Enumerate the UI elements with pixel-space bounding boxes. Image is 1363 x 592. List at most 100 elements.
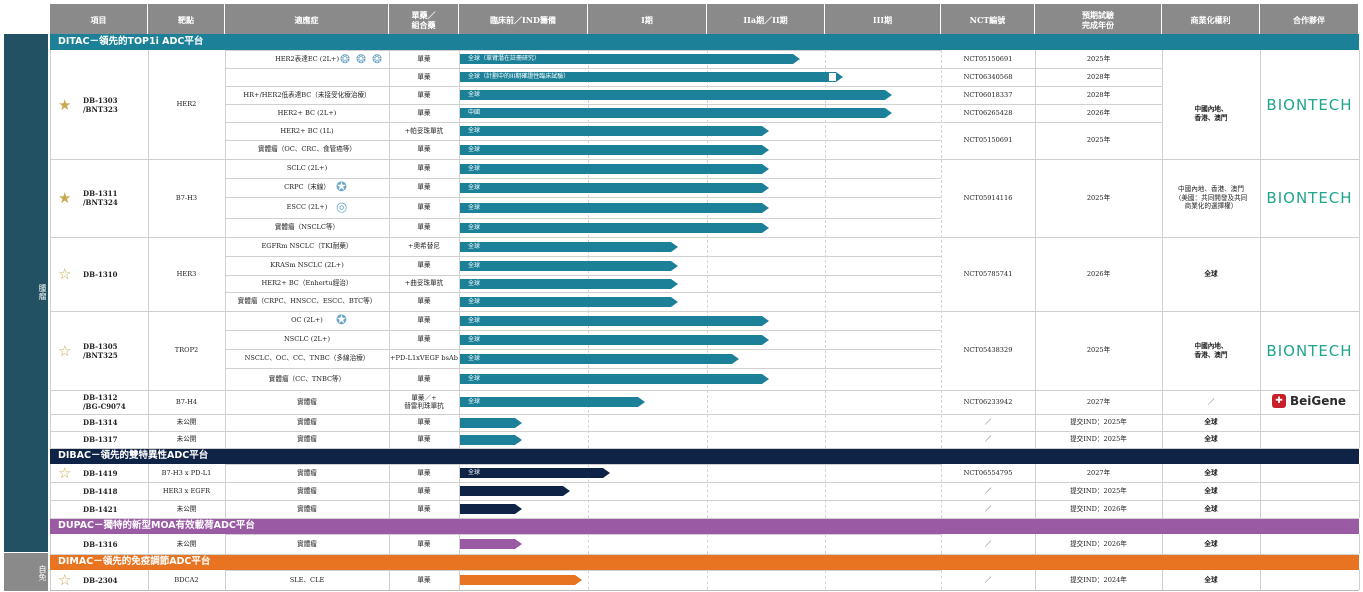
modality-label: 單藥 xyxy=(417,468,431,477)
commercial-rights: 全球 xyxy=(1204,435,1218,444)
column-divider xyxy=(225,464,226,518)
indication-label: 實體瘤（CRPC、HNSCC、ESCC、BTC等） xyxy=(237,297,377,306)
row-divider xyxy=(225,237,941,238)
column-divider xyxy=(1162,570,1163,590)
nct-number: NCT05914116 xyxy=(963,193,1013,202)
bar-arrow-tip xyxy=(563,486,570,496)
column-divider xyxy=(707,50,708,448)
modality-label: +奧希替尼 xyxy=(408,242,440,251)
column-divider xyxy=(1035,50,1036,448)
modality-label: 單藥 xyxy=(417,183,431,192)
row-divider xyxy=(225,50,941,51)
indication-label: CRPC（末線） xyxy=(284,183,330,192)
column-header: 適應症 xyxy=(225,4,389,35)
modality-label: 單藥 xyxy=(417,374,431,383)
modality-label: +PD-L1xVEGF bsAb xyxy=(390,354,458,363)
progress-bar: 全球 xyxy=(460,260,671,271)
bar-arrow-tip xyxy=(671,260,678,271)
platform-band: DIMAC－領先的免疫調節ADC平台 xyxy=(50,554,1359,570)
indication-label: HER2+ BC (2L+) xyxy=(277,108,337,117)
nct-divider xyxy=(941,104,1162,105)
modality-label: 單藥 xyxy=(417,203,431,212)
bar-arrow-tip xyxy=(762,144,769,155)
target-label: HER3 x EGFR xyxy=(162,486,211,495)
column-divider xyxy=(148,570,149,590)
target-label: TROP2 xyxy=(174,346,199,355)
nct-number: NCT05150691 xyxy=(963,136,1013,145)
modality-label: 單藥 xyxy=(417,435,431,444)
nct-divider xyxy=(941,482,1162,483)
program-divider xyxy=(50,482,225,483)
program-divider xyxy=(50,390,225,391)
nct-number: ／ xyxy=(984,504,992,513)
modality-label: 單藥 xyxy=(417,108,431,117)
column-divider xyxy=(707,534,708,554)
nct-divider xyxy=(941,237,1162,238)
modality-label: +帕妥珠單抗 xyxy=(404,126,444,135)
column-divider xyxy=(588,464,589,518)
program-divider xyxy=(50,431,225,432)
completion-year: 提交IND：2024年 xyxy=(1070,575,1127,584)
progress-bar: 全球 xyxy=(460,278,671,289)
commercial-rights: 全球 xyxy=(1204,504,1218,513)
column-divider xyxy=(1260,464,1261,518)
row-divider xyxy=(225,368,941,369)
medal-icon: ❂ xyxy=(356,51,367,66)
column-divider xyxy=(1359,50,1360,448)
indication-label: 實體瘤 xyxy=(297,418,317,427)
completion-year: 提交IND：2025年 xyxy=(1070,418,1127,427)
indication-label: 實體瘤（OC、CRC、食管癌等） xyxy=(257,145,357,154)
bar-arrow-tip xyxy=(762,315,769,326)
program-divider xyxy=(50,518,225,519)
drug-name: DB-1303 /BNT323 xyxy=(83,95,118,114)
bar-arrow-tip xyxy=(671,278,678,289)
progress-bar xyxy=(460,434,515,445)
column-header: 項目 xyxy=(50,4,148,35)
commercial-rights: 全球 xyxy=(1204,539,1218,548)
platform-band: DUPAC－獨特的新型MOA有效載荷ADC平台 xyxy=(50,518,1359,534)
row-divider xyxy=(225,159,941,160)
row-divider xyxy=(225,86,941,87)
column-divider xyxy=(148,50,149,448)
progress-bar: 全球 xyxy=(460,374,762,384)
commercial-rights: 中國內地、香港、澳門 （美國：共同開發及共同 商業化的選擇權） xyxy=(1174,185,1248,211)
row-divider xyxy=(225,178,941,179)
completion-year: 2027年 xyxy=(1086,397,1111,406)
nct-divider xyxy=(941,390,1162,391)
commercial-rights: 全球 xyxy=(1204,418,1218,427)
nct-divider xyxy=(941,159,1162,160)
bar-arrow-tip xyxy=(515,434,522,445)
row-divider xyxy=(225,534,941,535)
star-outline-icon: ☆ xyxy=(58,265,72,283)
indication-label: NSCLC (2L+) xyxy=(283,335,331,344)
target-label: HER2 xyxy=(176,100,197,109)
modality-label: 單藥 xyxy=(417,145,431,154)
row-divider xyxy=(225,482,941,483)
progress-bar: 全球（單臂潛在註冊研究） xyxy=(460,54,793,64)
column-divider xyxy=(50,464,51,518)
column-divider xyxy=(1260,534,1261,554)
column-divider xyxy=(1162,50,1163,448)
modality-label: 單藥 xyxy=(417,72,431,81)
modality-label: +曲妥珠單抗 xyxy=(404,279,444,288)
indication-label: 實體瘤 xyxy=(297,435,317,444)
nct-divider xyxy=(941,122,1162,123)
program-divider xyxy=(50,414,225,415)
completion-year: 2026年 xyxy=(1086,108,1111,117)
column-divider xyxy=(825,534,826,554)
completion-year: 2025年 xyxy=(1086,346,1111,355)
progress-bar xyxy=(460,417,515,428)
modality-label: 單藥 xyxy=(417,418,431,427)
indication-label: ESCC (2L+) xyxy=(286,203,328,212)
commercial-rights: 全球 xyxy=(1204,486,1218,495)
target-label: B7-H4 xyxy=(175,397,198,406)
indication-label: 實體瘤 xyxy=(297,539,317,548)
column-divider xyxy=(941,50,942,448)
drug-name: DB-1317 xyxy=(83,435,118,444)
row-divider xyxy=(225,518,941,519)
drug-name: DB-1418 xyxy=(83,486,118,496)
bar-arrow-tip xyxy=(603,468,610,478)
completion-year: 提交IND：2026年 xyxy=(1070,504,1127,513)
column-header: 商業化權利 xyxy=(1162,4,1260,35)
